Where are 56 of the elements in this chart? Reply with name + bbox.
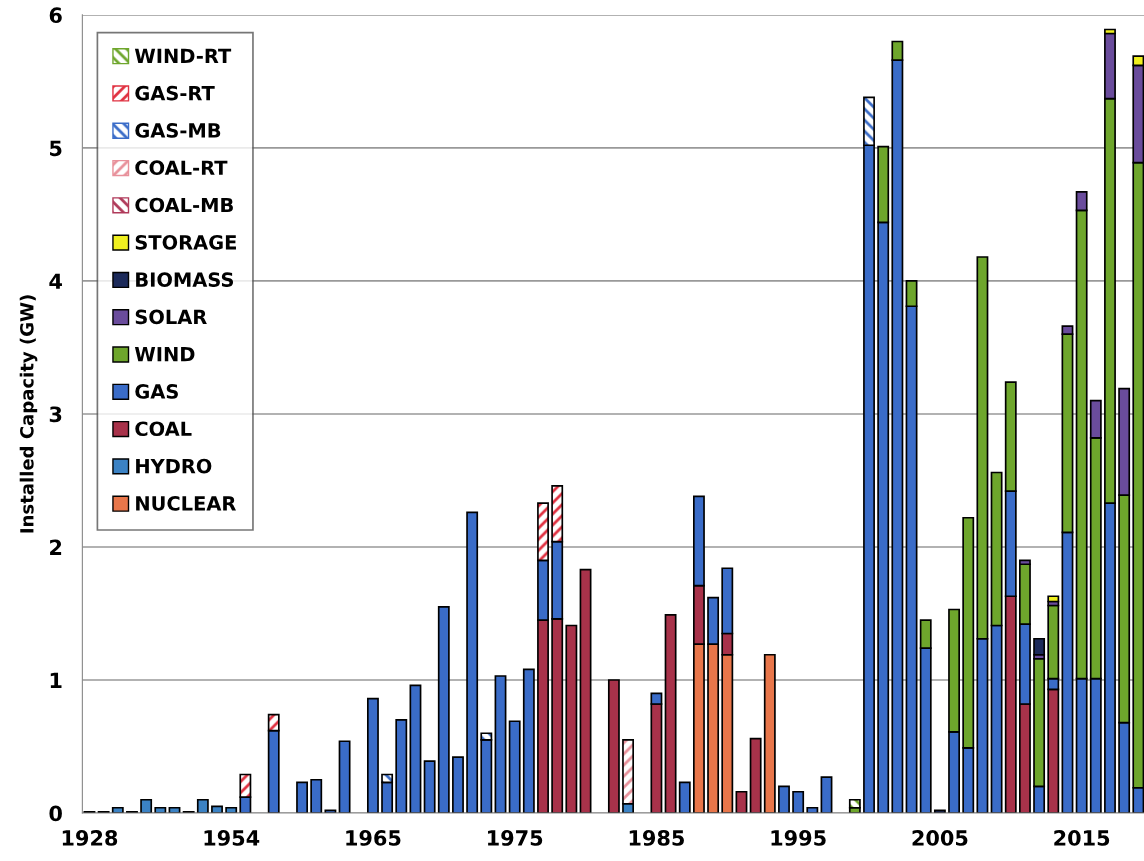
bar — [678, 781, 691, 814]
legend-label: SOLAR — [135, 309, 207, 325]
y-tick-label: 4 — [49, 273, 62, 289]
bar — [820, 776, 833, 814]
legend-label: WIND — [134, 347, 195, 362]
bar — [749, 737, 762, 814]
bar — [494, 675, 507, 814]
bar — [579, 568, 592, 814]
x-tick-label: 1928 — [62, 830, 118, 846]
bar — [664, 614, 677, 814]
bar — [437, 606, 450, 814]
y-tick-label: 0 — [49, 805, 62, 822]
bar — [196, 798, 209, 814]
bar — [466, 511, 479, 814]
bar — [423, 760, 436, 814]
legend-label: COAL-RT — [135, 160, 228, 176]
legend-label: GAS-MB — [135, 123, 221, 138]
y-tick-label: 5 — [50, 140, 62, 157]
bar — [296, 781, 309, 814]
y-tick-label: 2 — [50, 539, 62, 555]
x-tick-label: 1954 — [204, 830, 260, 846]
bar — [310, 778, 323, 814]
bar — [508, 720, 521, 814]
bar — [763, 653, 776, 814]
x-tick-label: 1975 — [488, 830, 543, 846]
y-tick-label: 6 — [49, 7, 62, 24]
legend-label: GAS — [135, 384, 178, 399]
x-tick-label: 1965 — [346, 830, 401, 846]
legend-label: HYDRO — [136, 458, 212, 474]
bar — [778, 785, 790, 814]
bar — [565, 624, 578, 814]
bar — [409, 684, 422, 814]
bar — [1033, 637, 1046, 656]
bar — [452, 756, 464, 814]
bar — [792, 790, 805, 814]
y-tick-label: 3 — [49, 406, 62, 423]
x-tick-label: 2005 — [912, 830, 968, 846]
legend-label: GAS-RT — [135, 85, 215, 101]
bar — [607, 679, 620, 814]
y-tick-label: 1 — [50, 672, 62, 688]
y-axis-title: Installed Capacity (GW) — [19, 295, 38, 533]
bar — [140, 798, 153, 814]
bar — [395, 719, 408, 814]
x-tick-label: 1985 — [629, 830, 684, 846]
bar — [338, 740, 351, 814]
legend-label: STORAGE — [135, 234, 236, 250]
legend-label: COAL — [135, 421, 192, 437]
legend-label: WIND-RT — [134, 48, 232, 63]
legend-label: COAL-MB — [135, 197, 233, 213]
legend-label: NUCLEAR — [136, 495, 236, 511]
bar — [366, 697, 379, 814]
bar — [522, 668, 535, 814]
x-tick-label: 2015 — [1054, 830, 1110, 846]
legend-label: BIOMASS — [136, 272, 234, 287]
bar — [1047, 595, 1060, 603]
x-tick-label: 1995 — [771, 830, 826, 846]
